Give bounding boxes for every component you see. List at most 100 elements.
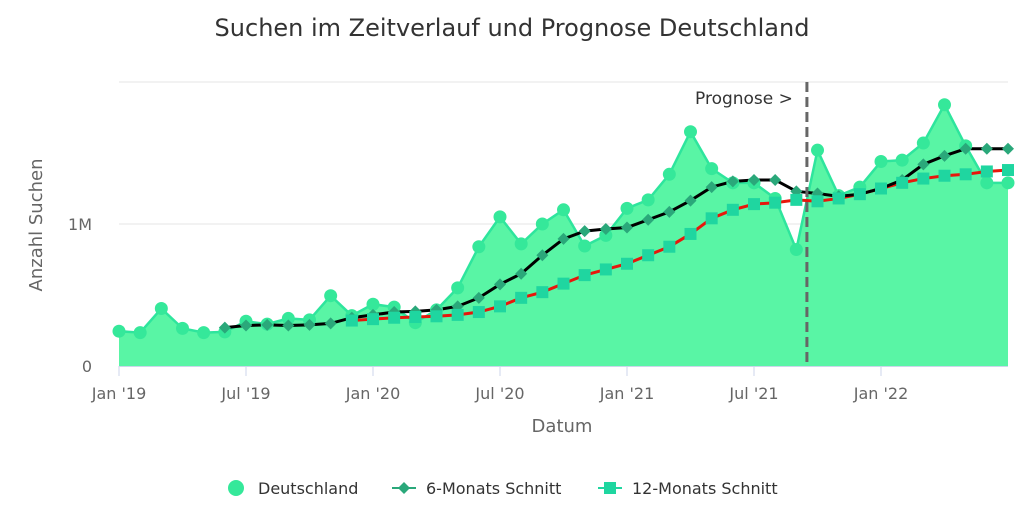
twelve-month-point[interactable] <box>430 310 443 323</box>
twelve-month-point[interactable] <box>409 311 422 324</box>
twelve-month-point[interactable] <box>621 257 633 270</box>
six-month-point[interactable] <box>557 232 570 245</box>
deutschland-point[interactable] <box>472 240 486 254</box>
deutschland-point[interactable] <box>916 136 930 150</box>
twelve-month-point[interactable] <box>472 306 485 319</box>
deutschland-point[interactable] <box>493 210 507 224</box>
six-month-point[interactable] <box>494 278 506 291</box>
deutschland-point[interactable] <box>557 203 570 217</box>
marker-layer <box>112 98 1015 340</box>
six-month-point[interactable] <box>515 267 528 280</box>
twelve-month-point[interactable] <box>980 165 993 178</box>
deutschland-point[interactable] <box>324 289 338 303</box>
six-month-point[interactable] <box>282 319 295 332</box>
deutschland-point[interactable] <box>980 176 994 190</box>
deutschland-point[interactable] <box>599 228 613 242</box>
twelve-month-point[interactable] <box>515 291 528 304</box>
deutschland-point[interactable] <box>112 324 126 338</box>
deutschland-point[interactable] <box>811 143 824 157</box>
six-month-point[interactable] <box>472 291 485 304</box>
six-month-point[interactable] <box>959 142 972 155</box>
deutschland-point[interactable] <box>154 301 168 315</box>
twelve-month-point[interactable] <box>705 212 718 225</box>
twelve-month-point[interactable] <box>599 263 612 276</box>
deutschland-point[interactable] <box>662 167 676 181</box>
twelve-month-point[interactable] <box>494 300 506 313</box>
six-month-point[interactable] <box>769 173 782 186</box>
six-month-point[interactable] <box>684 194 697 207</box>
deutschland-point[interactable] <box>789 243 803 257</box>
deutschland-point[interactable] <box>451 281 465 295</box>
deutschland-point[interactable] <box>1001 176 1015 190</box>
deutschland-point[interactable] <box>874 155 888 169</box>
six-month-point[interactable] <box>578 225 591 238</box>
deutschland-point[interactable] <box>281 311 295 325</box>
y-tick-label: 0 <box>82 357 92 376</box>
twelve-month-point[interactable] <box>726 203 739 216</box>
twelve-month-point[interactable] <box>684 227 697 240</box>
deutschland-point[interactable] <box>620 201 634 215</box>
deutschland-point[interactable] <box>176 321 189 335</box>
deutschland-point[interactable] <box>133 326 147 340</box>
twelve-month-point[interactable] <box>875 182 887 195</box>
deutschland-point[interactable] <box>938 98 951 112</box>
deutschland-point[interactable] <box>895 153 909 167</box>
six-month-point[interactable] <box>261 318 274 331</box>
twelve-month-point[interactable] <box>1002 164 1014 177</box>
deutschland-point[interactable] <box>684 125 697 139</box>
twelve-month-point[interactable] <box>748 198 760 211</box>
deutschland-point[interactable] <box>641 193 655 207</box>
six-month-point[interactable] <box>621 221 633 234</box>
twelve-month-point[interactable] <box>959 168 972 181</box>
six-month-point[interactable] <box>240 319 252 332</box>
twelve-month-point[interactable] <box>578 269 591 282</box>
twelve-month-point[interactable] <box>451 308 464 321</box>
six-month-point[interactable] <box>748 173 760 186</box>
six-month-point[interactable] <box>599 222 612 235</box>
twelve-month-point[interactable] <box>345 314 358 327</box>
six-month-point[interactable] <box>663 205 676 218</box>
six-month-point[interactable] <box>536 249 549 262</box>
x-tick-label: Jan '21 <box>599 384 655 403</box>
legend[interactable]: Deutschland 6-Monats Schnitt 12-Monats Sch… <box>228 479 778 498</box>
deutschland-point[interactable] <box>535 217 549 231</box>
six-month-point[interactable] <box>938 149 951 162</box>
twelve-month-point[interactable] <box>938 169 951 182</box>
six-month-point[interactable] <box>980 142 993 155</box>
x-tick-label: Jan '20 <box>345 384 401 403</box>
legend-item[interactable]: 6-Monats Schnitt <box>392 479 561 498</box>
twelve-month-point[interactable] <box>917 172 930 185</box>
six-month-point[interactable] <box>917 158 930 171</box>
twelve-month-point[interactable] <box>642 249 655 262</box>
legend-item[interactable]: Deutschland <box>228 479 358 498</box>
deutschland-point[interactable] <box>197 326 211 340</box>
twelve-month-point[interactable] <box>536 286 549 299</box>
twelve-month-point[interactable] <box>367 313 379 326</box>
six-month-point[interactable] <box>642 213 655 226</box>
twelve-month-point[interactable] <box>853 188 866 201</box>
twelve-month-point[interactable] <box>557 277 570 290</box>
deutschland-point[interactable] <box>514 237 528 251</box>
six-month-point[interactable] <box>705 181 718 194</box>
six-month-point[interactable] <box>303 318 316 331</box>
twelve-month-point[interactable] <box>663 240 676 253</box>
legend-label: 6-Monats Schnitt <box>426 479 561 498</box>
deutschland-point[interactable] <box>578 239 592 253</box>
twelve-month-point[interactable] <box>832 192 845 205</box>
twelve-month-point[interactable] <box>769 196 782 209</box>
twelve-month-point[interactable] <box>388 311 401 324</box>
x-tick-label: Jul '21 <box>728 384 778 403</box>
deutschland-point[interactable] <box>705 162 719 176</box>
deutschland-point[interactable] <box>366 297 380 311</box>
six-month-point[interactable] <box>218 321 231 334</box>
six-month-point[interactable] <box>1002 142 1014 155</box>
legend-square-marker <box>604 482 616 494</box>
legend-item[interactable]: 12-Monats Schnitt <box>598 479 778 498</box>
twelve-month-point[interactable] <box>811 195 824 208</box>
twelve-month-point[interactable] <box>896 176 909 189</box>
six-month-point[interactable] <box>324 317 337 330</box>
twelve-month-point[interactable] <box>790 193 803 206</box>
six-month-point[interactable] <box>726 175 739 188</box>
